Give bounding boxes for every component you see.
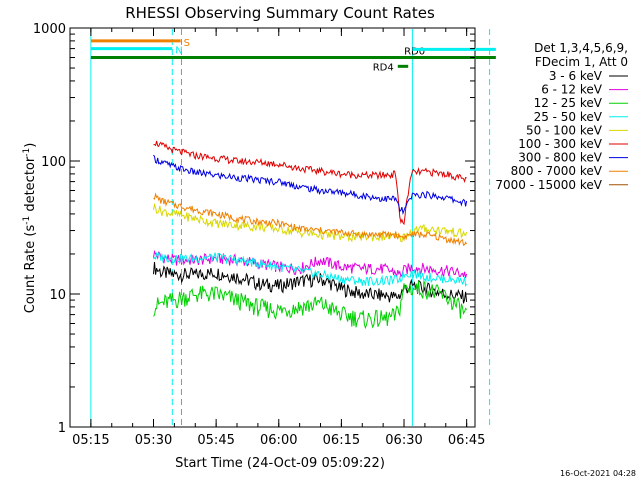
state-bar-label-0: S bbox=[184, 38, 190, 49]
axis-ticks: 05:15 05:30 05:45 06:00 06:15 06:30 06:45 1 10 10… bbox=[33, 22, 485, 448]
x-tick-label-4: 06:15 bbox=[323, 433, 360, 448]
y-axis-label: Count Rate (s-1 detector-1) bbox=[22, 143, 38, 314]
legend-label-7: 800 - 7000 keV bbox=[511, 164, 603, 178]
legend-label-4: 50 - 100 keV bbox=[526, 123, 603, 137]
x-tick-label-2: 05:45 bbox=[197, 433, 234, 448]
state-bars: SN RD0 RD4 bbox=[90, 38, 496, 73]
x-tick-label-0: 05:15 bbox=[72, 433, 109, 448]
y-tick-label-2: 100 bbox=[41, 155, 66, 170]
legend-label-0: 3 - 6 keV bbox=[549, 69, 603, 83]
state-bar-label-4: RD4 bbox=[373, 62, 394, 73]
series-line-4 bbox=[153, 202, 468, 243]
plot-area bbox=[69, 27, 476, 428]
x-tick-label-6: 06:45 bbox=[448, 433, 485, 448]
x-tick-label-3: 06:00 bbox=[260, 433, 297, 448]
series-line-2 bbox=[153, 280, 467, 330]
y-tick-label-1: 10 bbox=[49, 288, 66, 303]
legend-header-line-2: FDecim 1, Att 0 bbox=[535, 55, 628, 69]
legend-label-5: 100 - 300 keV bbox=[518, 137, 602, 151]
series-line-5 bbox=[153, 140, 467, 226]
y-tick-label-0: 1 bbox=[58, 421, 66, 436]
x-tick-label-5: 06:30 bbox=[385, 433, 422, 448]
state-bar-label-1: N bbox=[175, 46, 182, 57]
chart-title: RHESSI Observing Summary Count Rates bbox=[125, 4, 435, 22]
legend-label-3: 25 - 50 keV bbox=[534, 110, 603, 124]
legend-label-1: 6 - 12 keV bbox=[541, 83, 603, 97]
legend-header-line-1: Det 1,3,4,5,6,9, bbox=[534, 41, 628, 55]
series-line-6 bbox=[153, 154, 468, 216]
series-line-0 bbox=[153, 261, 468, 304]
x-axis-label: Start Time (24-Oct-09 05:09:22) bbox=[175, 456, 385, 471]
vertical-markers bbox=[90, 29, 491, 426]
series-lines bbox=[153, 140, 468, 330]
timestamp: 16-Oct-2021 04:28 bbox=[560, 469, 636, 478]
legend-label-2: 12 - 25 keV bbox=[534, 96, 603, 110]
legend-label-8: 7000 - 15000 keV bbox=[495, 178, 602, 192]
x-tick-label-1: 05:30 bbox=[135, 433, 172, 448]
legend-label-6: 300 - 800 keV bbox=[518, 151, 602, 165]
series-line-3 bbox=[153, 251, 468, 288]
state-bar-label-3: RD0 bbox=[404, 47, 425, 58]
y-tick-label-3: 1000 bbox=[33, 22, 66, 37]
series-line-7 bbox=[153, 192, 468, 246]
